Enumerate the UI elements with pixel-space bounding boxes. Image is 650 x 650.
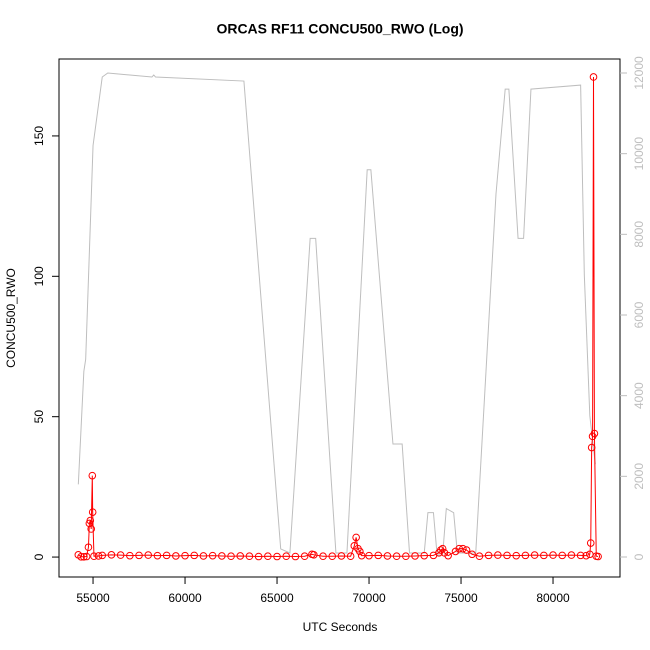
point bbox=[587, 443, 596, 452]
point bbox=[420, 551, 429, 560]
chart-title: ORCAS RF11 CONCU500_RWO (Log) bbox=[216, 21, 463, 37]
point bbox=[462, 546, 471, 554]
point bbox=[82, 552, 91, 561]
point bbox=[86, 516, 95, 525]
point bbox=[273, 552, 281, 561]
point bbox=[135, 551, 143, 560]
x-tick-label: 55000 bbox=[76, 591, 110, 605]
point bbox=[328, 552, 337, 561]
point bbox=[337, 552, 346, 560]
point bbox=[582, 551, 590, 560]
point bbox=[153, 551, 162, 560]
series-line bbox=[77, 72, 596, 556]
point bbox=[411, 552, 419, 560]
point bbox=[590, 429, 599, 438]
y2-tick-label: 2000 bbox=[632, 463, 646, 490]
point bbox=[444, 551, 452, 560]
point bbox=[468, 550, 476, 559]
point bbox=[88, 508, 97, 516]
point bbox=[484, 551, 493, 560]
point bbox=[512, 551, 521, 560]
point bbox=[227, 552, 235, 561]
point bbox=[365, 551, 373, 560]
point bbox=[494, 551, 502, 559]
point bbox=[594, 552, 602, 561]
point bbox=[540, 551, 548, 560]
point bbox=[126, 551, 134, 560]
point bbox=[356, 547, 364, 556]
point bbox=[392, 552, 401, 561]
y2-tick-label: 8000 bbox=[632, 221, 646, 248]
point bbox=[402, 552, 410, 561]
plot-frame bbox=[58, 58, 621, 578]
point bbox=[199, 552, 208, 560]
x-tick-label: 65000 bbox=[260, 591, 294, 605]
x-tick-label: 80000 bbox=[536, 591, 570, 605]
point bbox=[264, 552, 272, 561]
point bbox=[586, 539, 595, 547]
point bbox=[558, 551, 567, 560]
point bbox=[319, 552, 327, 561]
point bbox=[589, 73, 598, 81]
x-tick-label: 70000 bbox=[352, 591, 386, 605]
point bbox=[310, 551, 318, 559]
point bbox=[567, 551, 576, 559]
point bbox=[144, 551, 153, 559]
point bbox=[90, 552, 98, 561]
point bbox=[162, 551, 171, 560]
point bbox=[438, 544, 447, 553]
point bbox=[459, 544, 467, 553]
point bbox=[530, 551, 539, 559]
point bbox=[549, 551, 557, 559]
point bbox=[88, 471, 97, 480]
point bbox=[98, 551, 107, 560]
point bbox=[374, 551, 383, 560]
y2-tick-label: 4000 bbox=[632, 382, 646, 409]
point bbox=[107, 551, 116, 559]
y-tick-label: 0 bbox=[32, 553, 46, 560]
point bbox=[77, 552, 85, 561]
point bbox=[455, 544, 463, 553]
point bbox=[291, 552, 300, 561]
y-axis-label: CONCU500_RWO bbox=[4, 268, 18, 368]
point bbox=[475, 552, 484, 561]
point bbox=[357, 551, 366, 560]
y2-tick-label: 0 bbox=[632, 553, 646, 560]
series-line bbox=[78, 76, 599, 558]
y-tick-label: 100 bbox=[32, 266, 46, 286]
point bbox=[521, 551, 530, 560]
point bbox=[576, 551, 585, 560]
point bbox=[383, 552, 392, 560]
point bbox=[94, 552, 103, 560]
point bbox=[282, 552, 291, 561]
point bbox=[236, 552, 245, 560]
x-tick-label: 60000 bbox=[168, 591, 202, 605]
point bbox=[503, 551, 511, 560]
y-tick-label: 150 bbox=[32, 126, 46, 146]
point bbox=[87, 525, 95, 533]
point bbox=[245, 552, 254, 561]
point bbox=[172, 552, 180, 560]
point bbox=[300, 552, 309, 561]
point bbox=[181, 551, 189, 560]
point bbox=[352, 533, 360, 542]
x-axis-label: UTC Seconds bbox=[303, 620, 378, 634]
y2-tick-label: 6000 bbox=[632, 301, 646, 328]
point bbox=[208, 551, 217, 560]
point bbox=[254, 552, 263, 561]
point bbox=[84, 543, 93, 552]
point bbox=[80, 552, 88, 561]
point bbox=[116, 551, 125, 559]
y2-tick-label: 10000 bbox=[632, 137, 646, 171]
point bbox=[190, 551, 199, 560]
point bbox=[218, 552, 226, 560]
x-tick-label: 75000 bbox=[444, 591, 478, 605]
point bbox=[346, 552, 355, 561]
y-tick-label: 50 bbox=[32, 410, 46, 424]
y2-tick-label: 12000 bbox=[632, 56, 646, 90]
